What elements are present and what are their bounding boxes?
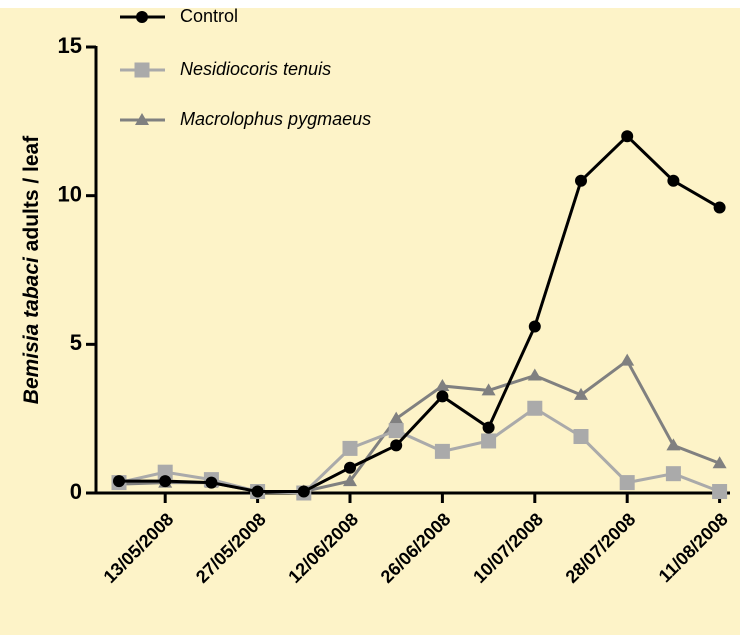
point (297, 485, 310, 498)
point (665, 466, 681, 482)
point (205, 476, 218, 489)
point (251, 485, 264, 498)
point (667, 174, 680, 187)
point (343, 474, 357, 487)
background (0, 8, 740, 635)
legend-label: Control (180, 6, 238, 26)
y-label-italic: Bemisia tabaci (20, 256, 43, 404)
point (136, 11, 148, 23)
y-tick-label: 15 (58, 33, 82, 58)
point (527, 368, 542, 381)
point (527, 400, 543, 416)
point (573, 429, 589, 445)
y-axis-label: Bemisia tabaci adults / leaf (20, 135, 43, 404)
point (620, 353, 635, 366)
series-line (119, 134, 721, 494)
legend-label: Macrolophus pygmaeus (180, 109, 371, 129)
point (621, 130, 634, 143)
point (482, 421, 495, 434)
point (390, 439, 403, 452)
point (134, 62, 150, 78)
point (574, 387, 588, 400)
point (135, 113, 149, 125)
point (712, 484, 728, 500)
point (435, 378, 450, 391)
point (388, 423, 404, 439)
point (157, 464, 173, 480)
point (712, 456, 727, 469)
point (342, 440, 358, 456)
y-label-rest: adults / leaf (20, 135, 43, 252)
y-tick-label: 5 (70, 330, 82, 355)
point (159, 475, 172, 488)
point (619, 475, 635, 491)
point (481, 383, 496, 396)
point (481, 433, 497, 449)
point (344, 461, 356, 474)
point (113, 475, 125, 488)
point (436, 390, 449, 403)
point (528, 320, 541, 333)
point (666, 438, 681, 451)
y-tick-label: 10 (58, 181, 82, 206)
series-line (118, 406, 721, 495)
point (389, 411, 404, 424)
y-tick-label: 0 (70, 479, 82, 504)
point (713, 201, 726, 214)
legend-label: Nesidiocoris tenuis (180, 59, 331, 79)
point (434, 443, 450, 459)
point (575, 174, 587, 187)
